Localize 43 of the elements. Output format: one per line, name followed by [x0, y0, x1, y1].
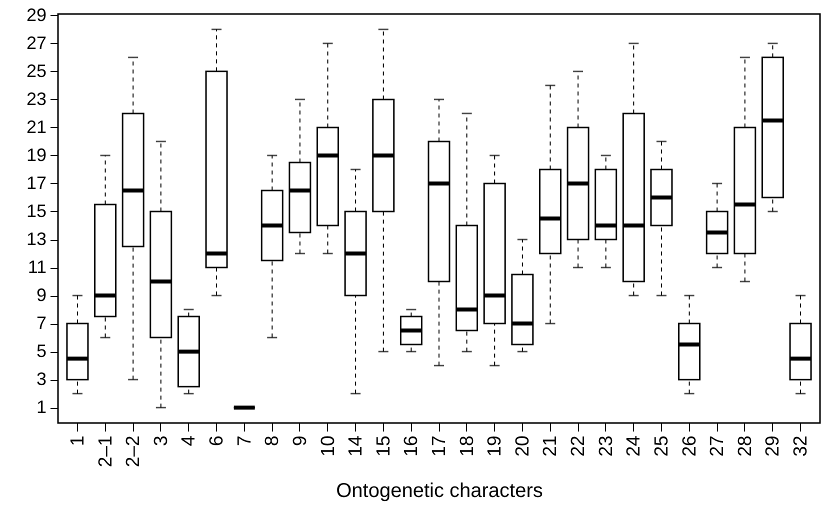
- x-tick-label: 15: [373, 436, 394, 457]
- x-tick-label: 24: [624, 435, 645, 457]
- x-tick-label: 10: [318, 436, 339, 457]
- x-tick-label: 1: [67, 436, 88, 446]
- x-tick-label: 7: [234, 436, 256, 446]
- x-tick-label: 23: [596, 436, 617, 457]
- x-tick-label: 19: [484, 436, 506, 457]
- x-tick-label: 2–2: [123, 436, 144, 468]
- x-tick-label: 25: [651, 436, 672, 457]
- x-tick-label: 18: [456, 436, 478, 457]
- y-tick-label: 21: [26, 116, 46, 137]
- y-tick-label: 15: [26, 200, 46, 221]
- y-tick-label: 7: [36, 313, 46, 334]
- x-axis-title: Ontogenetic characters: [336, 480, 543, 502]
- y-tick-label: 9: [36, 285, 46, 306]
- x-tick-label: 22: [568, 436, 590, 457]
- x-tick-label: 8: [262, 436, 284, 446]
- x-tick-label: 32: [790, 436, 812, 457]
- y-tick-label: 23: [26, 88, 46, 109]
- y-tick-label: 25: [26, 60, 46, 81]
- y-tick-label: 17: [26, 172, 46, 193]
- x-tick-label: 6: [206, 436, 228, 446]
- y-tick-label: 11: [28, 257, 46, 278]
- x-tick-label: 28: [734, 436, 756, 457]
- y-tick-label: 29: [26, 4, 46, 25]
- y-tick-label: 5: [36, 341, 46, 362]
- x-tick-label: 29: [762, 436, 784, 457]
- x-tick-label: 14: [346, 435, 367, 457]
- x-tick-label: 17: [429, 436, 450, 457]
- x-tick-label: 27: [707, 436, 728, 457]
- x-tick-label: 21: [540, 436, 562, 457]
- x-tick-label: 20: [512, 436, 534, 457]
- y-tick-label: 1: [36, 397, 46, 418]
- x-tick-label: 2–1: [95, 436, 116, 468]
- y-tick-label: 13: [26, 229, 46, 250]
- x-tick-label: 3: [150, 436, 172, 446]
- x-tick-label: 16: [401, 436, 422, 457]
- x-tick-label: 9: [290, 436, 311, 446]
- x-tick-label: 26: [679, 436, 700, 457]
- x-tick-label: 4: [178, 435, 200, 446]
- y-tick-label: 19: [26, 144, 46, 165]
- y-tick-label: 27: [26, 32, 46, 53]
- y-tick-label: 3: [36, 369, 46, 390]
